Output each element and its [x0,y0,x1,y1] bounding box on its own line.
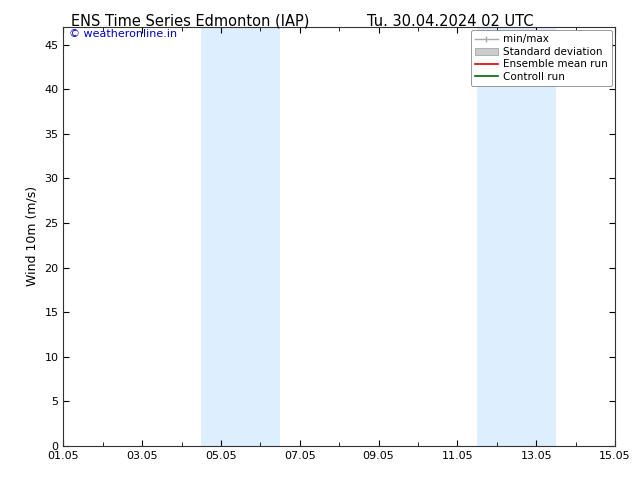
Legend: min/max, Standard deviation, Ensemble mean run, Controll run: min/max, Standard deviation, Ensemble me… [470,30,612,86]
Text: Tu. 30.04.2024 02 UTC: Tu. 30.04.2024 02 UTC [367,14,533,29]
Y-axis label: Wind 10m (m/s): Wind 10m (m/s) [26,186,39,287]
Text: ENS Time Series Edmonton (IAP): ENS Time Series Edmonton (IAP) [71,14,309,29]
Text: © weatheronline.in: © weatheronline.in [69,29,177,39]
Bar [477,27,556,446]
Bar [202,27,280,446]
